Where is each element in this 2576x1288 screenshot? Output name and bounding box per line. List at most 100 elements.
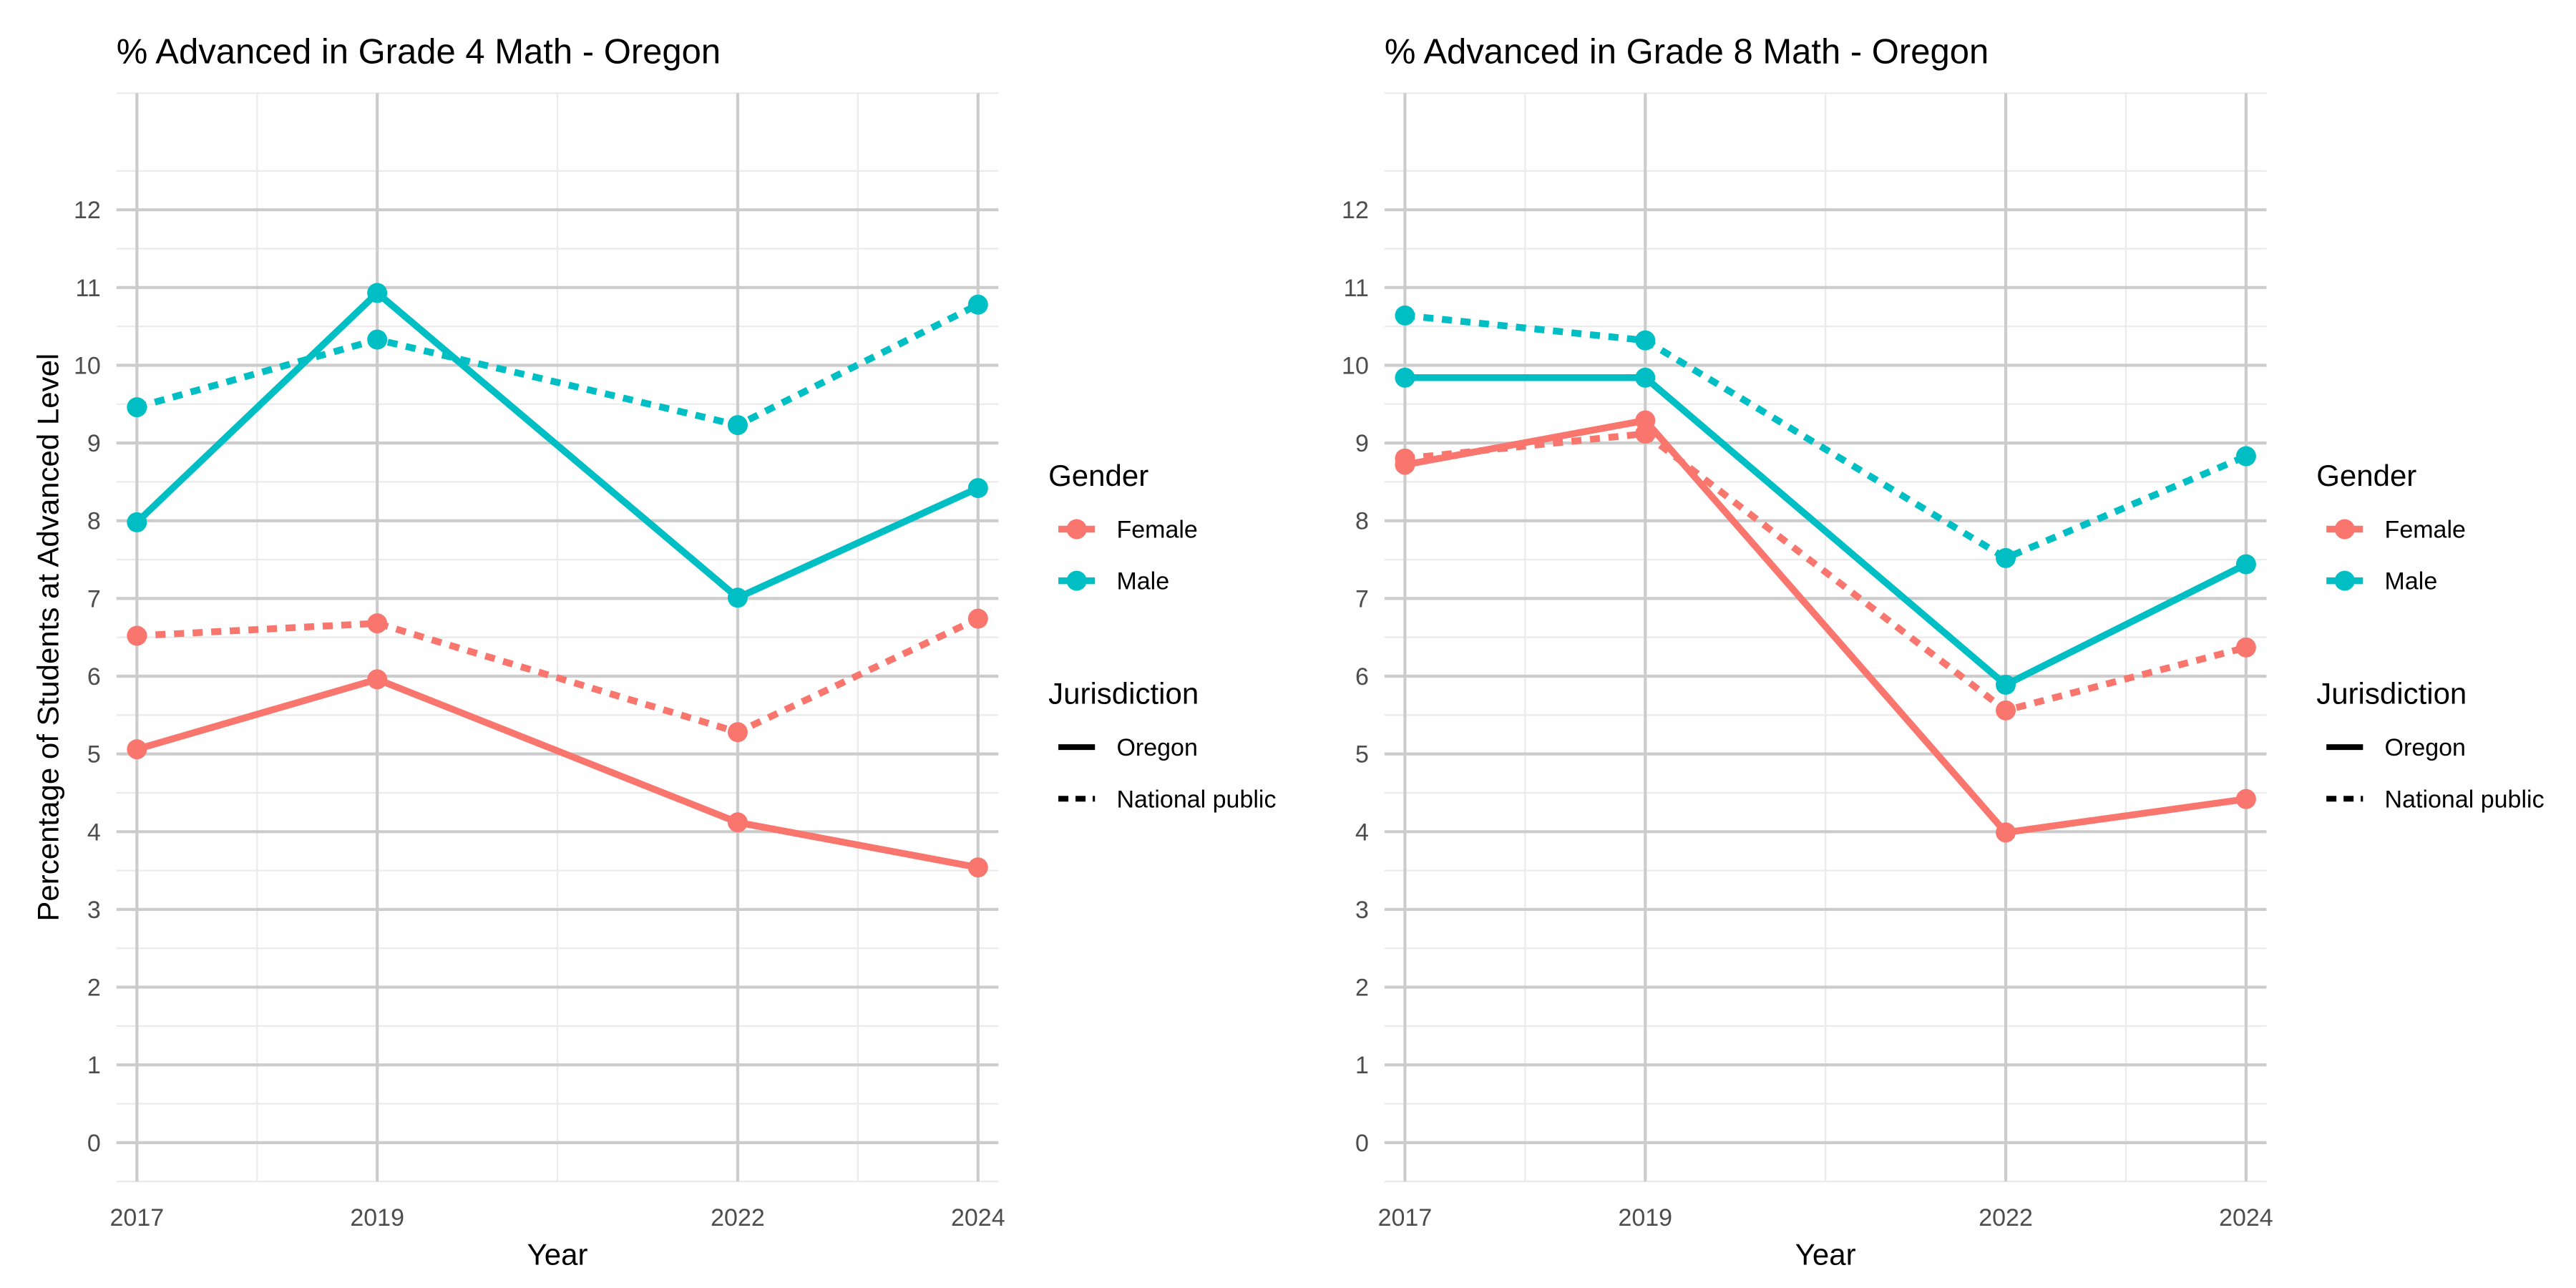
point-male-national-public-2017 bbox=[1395, 305, 1415, 326]
point-male-oregon-2019 bbox=[1635, 367, 1656, 388]
legend-key-point-female bbox=[1066, 519, 1087, 540]
point-male-oregon-2022 bbox=[1996, 674, 2016, 695]
legend-key-point-male bbox=[1066, 570, 1087, 591]
series-points bbox=[127, 283, 988, 878]
x-tick-label: 2017 bbox=[1378, 1204, 1433, 1231]
legend-gender-title: Gender bbox=[2316, 459, 2416, 492]
legend: Gender Female Male Jurisdiction Oregon N… bbox=[2316, 459, 2544, 813]
point-female-national-public-2024 bbox=[2235, 637, 2256, 658]
y-tick-label: 2 bbox=[87, 975, 101, 1002]
legend: Gender Female Male Jurisdiction Oregon N… bbox=[1048, 459, 1276, 813]
point-female-oregon-2024 bbox=[967, 857, 988, 878]
legend-key-point-female bbox=[2334, 519, 2355, 540]
y-tick-label: 7 bbox=[87, 585, 101, 613]
x-tick-label: 2022 bbox=[711, 1204, 765, 1231]
y-tick-label: 11 bbox=[1344, 275, 1369, 302]
point-male-national-public-2022 bbox=[727, 415, 748, 436]
point-female-oregon-2024 bbox=[2235, 789, 2256, 809]
y-tick-label: 3 bbox=[87, 897, 101, 924]
legend-key-point-male bbox=[2334, 570, 2355, 591]
y-tick-label: 5 bbox=[1355, 741, 1369, 769]
y-tick-label: 10 bbox=[74, 352, 101, 379]
legend-jurisdiction-title: Jurisdiction bbox=[1048, 677, 1199, 711]
y-tick-label: 0 bbox=[87, 1130, 101, 1157]
point-male-national-public-2017 bbox=[127, 397, 147, 418]
legend-label-female: Female bbox=[1116, 517, 1197, 544]
chart-title: % Advanced in Grade 8 Math - Oregon bbox=[1385, 32, 1989, 71]
y-tick-label: 6 bbox=[87, 663, 101, 691]
point-male-oregon-2017 bbox=[127, 512, 147, 532]
point-female-national-public-2017 bbox=[1395, 448, 1415, 469]
legend-label-male: Male bbox=[2385, 568, 2438, 595]
series-lines bbox=[135, 289, 980, 871]
y-tick-label: 2 bbox=[1355, 975, 1369, 1002]
x-tick-label: 2019 bbox=[1618, 1204, 1672, 1231]
series-points bbox=[1395, 305, 2256, 843]
line-male-national-public bbox=[1404, 312, 2248, 562]
y-tick-label: 1 bbox=[1355, 1052, 1369, 1079]
y-tick-label: 3 bbox=[1355, 897, 1369, 924]
legend-jurisdiction-title: Jurisdiction bbox=[2316, 677, 2467, 711]
y-tick-label: 12 bbox=[1342, 197, 1369, 224]
point-male-oregon-2024 bbox=[2235, 554, 2256, 575]
point-male-national-public-2022 bbox=[1996, 547, 2016, 568]
point-male-oregon-2019 bbox=[367, 283, 388, 303]
y-tick-label: 11 bbox=[75, 275, 100, 302]
legend-gender-title: Gender bbox=[1048, 459, 1148, 492]
point-male-oregon-2024 bbox=[967, 478, 988, 499]
y-tick-label: 4 bbox=[1355, 819, 1369, 846]
legend-label-male: Male bbox=[1116, 568, 1169, 595]
point-female-oregon-2019 bbox=[367, 669, 388, 690]
legend-label-oregon: Oregon bbox=[1116, 734, 1197, 761]
point-female-national-public-2024 bbox=[967, 608, 988, 629]
legend-label-national-public: National public bbox=[1116, 786, 1276, 813]
y-tick-label: 8 bbox=[1355, 508, 1369, 535]
point-male-national-public-2019 bbox=[367, 329, 388, 350]
y-tick-label: 5 bbox=[87, 741, 101, 769]
x-axis-title: Year bbox=[527, 1237, 588, 1271]
line-female-oregon bbox=[135, 675, 979, 871]
y-tick-label: 7 bbox=[1355, 585, 1369, 613]
grid bbox=[116, 92, 999, 1183]
chart-title: % Advanced in Grade 4 Math - Oregon bbox=[117, 32, 721, 71]
point-female-national-public-2019 bbox=[1635, 424, 1656, 444]
grade4-chart: % Advanced in Grade 4 Math - Oregon Year… bbox=[31, 32, 1276, 1271]
y-axis-title: Percentage of Students at Advanced Level bbox=[31, 353, 64, 922]
grid bbox=[1384, 92, 2267, 1183]
line-female-national-public bbox=[1404, 430, 2248, 714]
x-tick-label: 2024 bbox=[2219, 1204, 2273, 1231]
y-tick-label: 10 bbox=[1342, 352, 1369, 379]
x-tick-label: 2024 bbox=[951, 1204, 1005, 1231]
y-tick-label: 1 bbox=[87, 1052, 101, 1079]
line-female-oregon bbox=[1404, 416, 2247, 836]
line-male-national-public bbox=[136, 301, 980, 429]
point-female-national-public-2022 bbox=[727, 722, 748, 743]
y-tick-label: 9 bbox=[87, 430, 101, 457]
line-male-oregon bbox=[135, 289, 980, 602]
point-female-national-public-2019 bbox=[367, 613, 388, 634]
line-male-oregon bbox=[1405, 374, 2248, 688]
x-axis-title: Year bbox=[1795, 1237, 1856, 1271]
legend-label-oregon: Oregon bbox=[2385, 734, 2466, 761]
grade8-chart: % Advanced in Grade 8 Math - Oregon Year… bbox=[1342, 32, 2545, 1271]
y-tick-label: 12 bbox=[74, 197, 101, 224]
point-male-oregon-2022 bbox=[727, 587, 748, 608]
legend-label-national-public: National public bbox=[2385, 786, 2545, 813]
series-lines bbox=[1404, 312, 2248, 836]
point-female-national-public-2017 bbox=[127, 625, 147, 646]
y-tick-label: 8 bbox=[87, 508, 101, 535]
point-female-oregon-2022 bbox=[727, 812, 748, 833]
line-female-national-public bbox=[137, 615, 980, 736]
point-male-oregon-2017 bbox=[1395, 367, 1415, 388]
y-tick-label: 4 bbox=[87, 819, 101, 846]
point-female-national-public-2022 bbox=[1996, 700, 2016, 721]
y-tick-label: 9 bbox=[1355, 430, 1369, 457]
point-male-national-public-2024 bbox=[967, 294, 988, 315]
point-male-national-public-2024 bbox=[2235, 446, 2256, 467]
point-male-national-public-2019 bbox=[1635, 330, 1656, 351]
point-female-oregon-2017 bbox=[127, 739, 147, 760]
legend-label-female: Female bbox=[2385, 517, 2466, 544]
x-tick-label: 2017 bbox=[110, 1204, 165, 1231]
y-tick-label: 0 bbox=[1355, 1130, 1369, 1157]
